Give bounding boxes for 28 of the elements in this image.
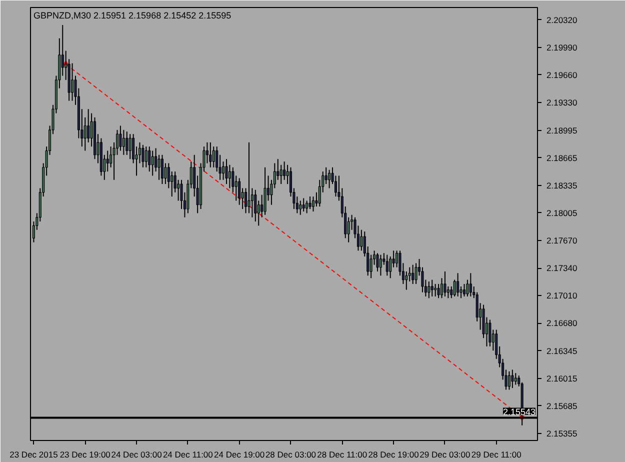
y-tick-label: 2.17670 [546,236,578,246]
x-tick-label: 28 Dec 03:00 [265,450,316,460]
x-tick-label: 24 Dec 11:00 [162,450,214,460]
x-tick-label: 23 Dec 19:00 [60,450,111,460]
y-tick-label: 2.15685 [546,400,578,411]
y-tick-label: 2.19330 [546,97,578,108]
y-tick-label: 2.19990 [546,42,578,52]
y-tick-label: 2.18665 [546,152,578,163]
ref-line-label: 2.15543 [502,406,536,417]
chart-title: GBPNZD,M30 2.15951 2.15968 2.15452 2.15595 [34,10,232,20]
y-tick-label: 2.18335 [546,180,578,190]
x-tick-label: 29 Dec 03:00 [420,450,471,460]
y-tick-label: 2.18005 [546,208,578,218]
y-tick-label: 2.19660 [546,70,578,80]
x-tick-label: 23 Dec 2015 [10,450,58,460]
y-tick-label: 2.17340 [546,263,578,274]
x-tick-label: 24 Dec 03:00 [111,450,162,460]
x-tick-label: 28 Dec 19:00 [368,450,420,460]
y-tick-label: 2.16680 [546,318,578,328]
x-tick-label: 28 Dec 11:00 [317,450,368,460]
x-tick-label: 29 Dec 11:00 [471,450,522,460]
y-tick-label: 2.20320 [546,14,578,25]
y-tick-label: 2.18995 [546,125,578,136]
x-tick-label: 24 Dec 19:00 [214,450,265,460]
y-tick-label: 2.17010 [546,290,578,301]
y-tick-label: 2.16015 [546,373,578,384]
y-tick-label: 2.16345 [546,346,578,356]
y-tick-label: 2.15355 [546,428,578,438]
